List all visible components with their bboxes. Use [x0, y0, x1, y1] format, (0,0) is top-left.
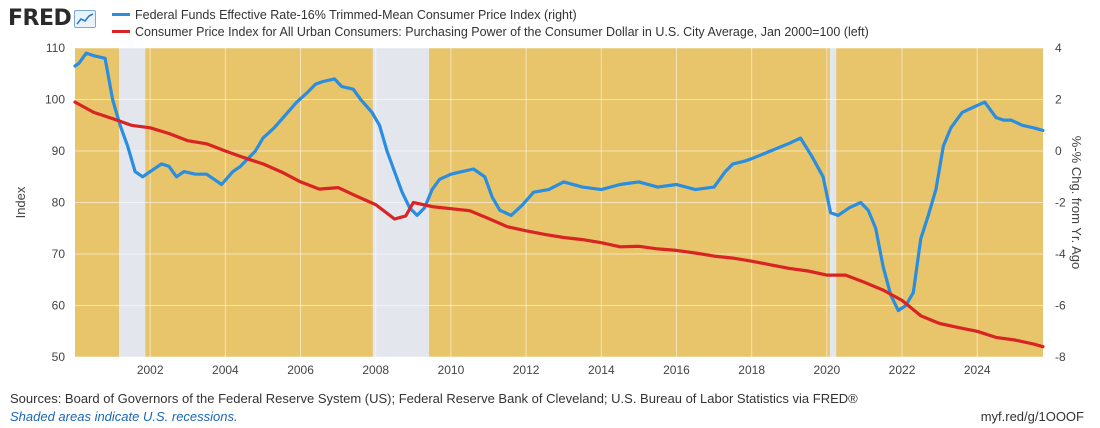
y-right-tick-label: -2 — [1055, 196, 1066, 210]
chart-header: FRED Federal Funds Effective Rate-16% Tr… — [8, 6, 1098, 40]
series-line-fed-funds-minus-cpi — [73, 51, 1045, 313]
legend-item-blue[interactable]: Federal Funds Effective Rate-16% Trimmed… — [112, 6, 869, 23]
legend-label-red: Consumer Price Index for All Urban Consu… — [135, 24, 869, 39]
y-right-tick-label: 4 — [1055, 41, 1062, 55]
y-left-tick-label: 100 — [45, 93, 65, 107]
x-tick-label: 2018 — [738, 363, 765, 377]
legend-item-red[interactable]: Consumer Price Index for All Urban Consu… — [112, 23, 869, 40]
x-tick-label: 2016 — [663, 363, 690, 377]
x-tick-label: 2014 — [588, 363, 615, 377]
short-url-link[interactable]: myf.red/g/1OOOF — [980, 409, 1084, 424]
legend-swatch-red — [112, 30, 130, 33]
fred-logo[interactable]: FRED — [8, 6, 97, 31]
x-tick-label: 2008 — [362, 363, 389, 377]
y-right-axis-title: %-% Chg. from Yr. Ago — [1069, 136, 1084, 269]
y-right-tick-label: -6 — [1055, 299, 1066, 313]
x-tick-label: 2022 — [889, 363, 916, 377]
x-tick-label: 2002 — [137, 363, 164, 377]
y-right-tick-label: 2 — [1055, 93, 1062, 107]
sparkline-chart-icon — [74, 9, 97, 28]
sources-note: Sources: Board of Governors of the Feder… — [10, 391, 858, 406]
y-left-axis-title: Index — [13, 186, 28, 218]
y-left-tick-label: 80 — [52, 196, 66, 210]
y-left-tick-label: 70 — [52, 247, 66, 261]
y-left-tick-label: 50 — [52, 350, 66, 364]
line-chart: 50 60 70 80 90 100 110 -8 -6 -4 -2 0 2 4 2002 2004 2006 2… — [13, 41, 1084, 377]
y-left-tick-label: 60 — [52, 299, 66, 313]
x-tick-label: 2020 — [813, 363, 840, 377]
y-left-tick-label: 90 — [52, 144, 66, 158]
x-tick-label: 2012 — [513, 363, 540, 377]
y-left-tick-label: 110 — [46, 41, 65, 55]
x-tick-label: 2004 — [212, 363, 239, 377]
x-tick-label: 2024 — [964, 363, 991, 377]
x-tick-label: 2010 — [438, 363, 465, 377]
legend-swatch-blue — [112, 13, 130, 16]
y-right-tick-label: -4 — [1055, 247, 1066, 261]
fred-logo-text: FRED — [8, 6, 72, 31]
chart-legend: Federal Funds Effective Rate-16% Trimmed… — [112, 6, 869, 40]
legend-label-blue: Federal Funds Effective Rate-16% Trimmed… — [135, 7, 577, 22]
recession-note: Shaded areas indicate U.S. recessions. — [10, 409, 238, 424]
y-right-tick-label: 0 — [1055, 144, 1062, 158]
series-line-purchasing-power — [73, 100, 1045, 349]
x-tick-label: 2006 — [287, 363, 314, 377]
y-right-tick-label: -8 — [1055, 350, 1066, 364]
